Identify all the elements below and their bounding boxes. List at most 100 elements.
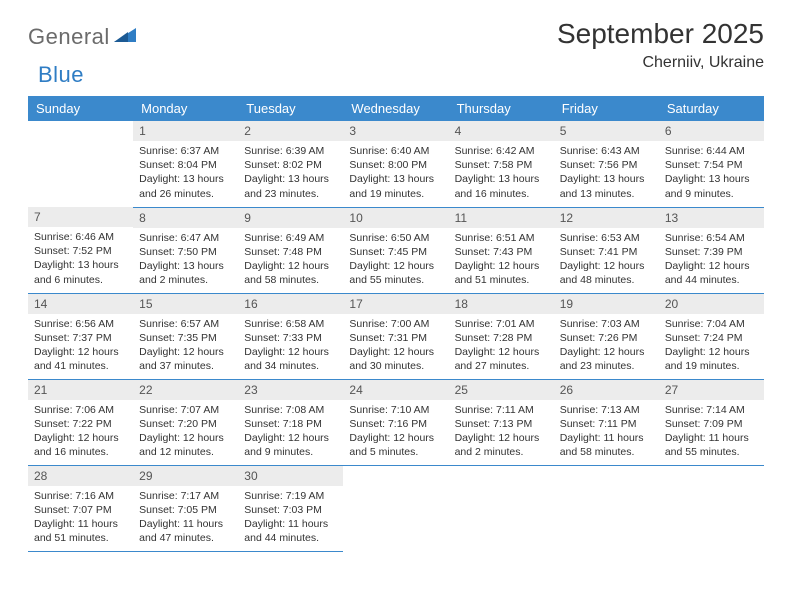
- calendar-cell: 24Sunrise: 7:10 AMSunset: 7:16 PMDayligh…: [343, 379, 448, 465]
- sunset-text: Sunset: 7:26 PM: [560, 331, 653, 345]
- calendar-cell: 25Sunrise: 7:11 AMSunset: 7:13 PMDayligh…: [449, 379, 554, 465]
- day-content: Sunrise: 7:13 AMSunset: 7:11 PMDaylight:…: [554, 400, 659, 465]
- sunset-text: Sunset: 7:24 PM: [665, 331, 758, 345]
- logo: General: [28, 18, 138, 50]
- day-number: 15: [133, 294, 238, 314]
- calendar-cell: 15Sunrise: 6:57 AMSunset: 7:35 PMDayligh…: [133, 293, 238, 379]
- sunrise-text: Sunrise: 6:39 AM: [244, 144, 337, 158]
- location-label: Cherniiv, Ukraine: [557, 54, 764, 72]
- sunrise-text: Sunrise: 7:06 AM: [34, 403, 127, 417]
- daylight-text: Daylight: 11 hours and 58 minutes.: [560, 431, 653, 459]
- daylight-text: Daylight: 12 hours and 34 minutes.: [244, 345, 337, 373]
- day-content: Sunrise: 7:00 AMSunset: 7:31 PMDaylight:…: [343, 314, 448, 379]
- sunrise-text: Sunrise: 7:17 AM: [139, 489, 232, 503]
- day-content: Sunrise: 6:37 AMSunset: 8:04 PMDaylight:…: [133, 141, 238, 206]
- sunrise-text: Sunrise: 6:44 AM: [665, 144, 758, 158]
- day-content: Sunrise: 7:04 AMSunset: 7:24 PMDaylight:…: [659, 314, 764, 379]
- sunrise-text: Sunrise: 6:43 AM: [560, 144, 653, 158]
- calendar-cell: [659, 465, 764, 551]
- calendar-cell: 6Sunrise: 6:44 AMSunset: 7:54 PMDaylight…: [659, 121, 764, 207]
- day-number: 13: [659, 208, 764, 228]
- calendar-cell: 28Sunrise: 7:16 AMSunset: 7:07 PMDayligh…: [28, 465, 133, 551]
- sunset-text: Sunset: 7:54 PM: [665, 158, 758, 172]
- sunset-text: Sunset: 7:58 PM: [455, 158, 548, 172]
- sunset-text: Sunset: 7:11 PM: [560, 417, 653, 431]
- sunrise-text: Sunrise: 7:13 AM: [560, 403, 653, 417]
- calendar-table: SundayMondayTuesdayWednesdayThursdayFrid…: [28, 96, 764, 552]
- calendar-cell: 18Sunrise: 7:01 AMSunset: 7:28 PMDayligh…: [449, 293, 554, 379]
- calendar-cell: 11Sunrise: 6:51 AMSunset: 7:43 PMDayligh…: [449, 207, 554, 293]
- sunrise-text: Sunrise: 7:16 AM: [34, 489, 127, 503]
- weekday-header: Sunday: [28, 96, 133, 121]
- sunset-text: Sunset: 7:28 PM: [455, 331, 548, 345]
- day-content: Sunrise: 7:03 AMSunset: 7:26 PMDaylight:…: [554, 314, 659, 379]
- sunrise-text: Sunrise: 7:10 AM: [349, 403, 442, 417]
- daylight-text: Daylight: 12 hours and 16 minutes.: [34, 431, 127, 459]
- calendar-week-row: 7Sunrise: 6:46 AMSunset: 7:52 PMDaylight…: [28, 207, 764, 293]
- sunset-text: Sunset: 7:52 PM: [34, 244, 127, 258]
- daylight-text: Daylight: 13 hours and 2 minutes.: [139, 259, 232, 287]
- day-number: 27: [659, 380, 764, 400]
- sunrise-text: Sunrise: 7:04 AM: [665, 317, 758, 331]
- day-content: Sunrise: 6:40 AMSunset: 8:00 PMDaylight:…: [343, 141, 448, 206]
- sunset-text: Sunset: 7:50 PM: [139, 245, 232, 259]
- day-content: Sunrise: 6:49 AMSunset: 7:48 PMDaylight:…: [238, 228, 343, 293]
- sunrise-text: Sunrise: 7:03 AM: [560, 317, 653, 331]
- daylight-text: Daylight: 13 hours and 13 minutes.: [560, 172, 653, 200]
- sunset-text: Sunset: 7:22 PM: [34, 417, 127, 431]
- sunrise-text: Sunrise: 7:08 AM: [244, 403, 337, 417]
- calendar-cell: 5Sunrise: 6:43 AMSunset: 7:56 PMDaylight…: [554, 121, 659, 207]
- sunset-text: Sunset: 7:43 PM: [455, 245, 548, 259]
- calendar-body: 1Sunrise: 6:37 AMSunset: 8:04 PMDaylight…: [28, 121, 764, 551]
- sunset-text: Sunset: 7:56 PM: [560, 158, 653, 172]
- calendar-cell: 30Sunrise: 7:19 AMSunset: 7:03 PMDayligh…: [238, 465, 343, 551]
- day-content: Sunrise: 6:53 AMSunset: 7:41 PMDaylight:…: [554, 228, 659, 293]
- daylight-text: Daylight: 11 hours and 51 minutes.: [34, 517, 127, 545]
- day-number: 20: [659, 294, 764, 314]
- daylight-text: Daylight: 11 hours and 47 minutes.: [139, 517, 232, 545]
- logo-triangle-icon: [114, 26, 136, 49]
- sunset-text: Sunset: 7:45 PM: [349, 245, 442, 259]
- daylight-text: Daylight: 13 hours and 16 minutes.: [455, 172, 548, 200]
- sunset-text: Sunset: 7:41 PM: [560, 245, 653, 259]
- weekday-header: Wednesday: [343, 96, 448, 121]
- calendar-cell: 4Sunrise: 6:42 AMSunset: 7:58 PMDaylight…: [449, 121, 554, 207]
- sunrise-text: Sunrise: 7:14 AM: [665, 403, 758, 417]
- sunrise-text: Sunrise: 6:42 AM: [455, 144, 548, 158]
- calendar-cell: 3Sunrise: 6:40 AMSunset: 8:00 PMDaylight…: [343, 121, 448, 207]
- daylight-text: Daylight: 12 hours and 12 minutes.: [139, 431, 232, 459]
- calendar-head: SundayMondayTuesdayWednesdayThursdayFrid…: [28, 96, 764, 121]
- day-number: 23: [238, 380, 343, 400]
- day-content: Sunrise: 6:57 AMSunset: 7:35 PMDaylight:…: [133, 314, 238, 379]
- day-content: Sunrise: 6:46 AMSunset: 7:52 PMDaylight:…: [28, 227, 133, 292]
- calendar-cell: 2Sunrise: 6:39 AMSunset: 8:02 PMDaylight…: [238, 121, 343, 207]
- calendar-week-row: 14Sunrise: 6:56 AMSunset: 7:37 PMDayligh…: [28, 293, 764, 379]
- sunrise-text: Sunrise: 7:07 AM: [139, 403, 232, 417]
- weekday-header: Tuesday: [238, 96, 343, 121]
- day-content: Sunrise: 6:51 AMSunset: 7:43 PMDaylight:…: [449, 228, 554, 293]
- sunset-text: Sunset: 7:39 PM: [665, 245, 758, 259]
- daylight-text: Daylight: 12 hours and 51 minutes.: [455, 259, 548, 287]
- day-content: Sunrise: 7:14 AMSunset: 7:09 PMDaylight:…: [659, 400, 764, 465]
- day-content: Sunrise: 6:42 AMSunset: 7:58 PMDaylight:…: [449, 141, 554, 206]
- daylight-text: Daylight: 12 hours and 2 minutes.: [455, 431, 548, 459]
- sunrise-text: Sunrise: 6:54 AM: [665, 231, 758, 245]
- daylight-text: Daylight: 12 hours and 37 minutes.: [139, 345, 232, 373]
- sunrise-text: Sunrise: 6:57 AM: [139, 317, 232, 331]
- calendar-cell: [28, 121, 133, 207]
- day-number: 2: [238, 121, 343, 141]
- sunrise-text: Sunrise: 6:37 AM: [139, 144, 232, 158]
- calendar-cell: 27Sunrise: 7:14 AMSunset: 7:09 PMDayligh…: [659, 379, 764, 465]
- day-number: 29: [133, 466, 238, 486]
- day-number: 26: [554, 380, 659, 400]
- daylight-text: Daylight: 12 hours and 30 minutes.: [349, 345, 442, 373]
- daylight-text: Daylight: 13 hours and 19 minutes.: [349, 172, 442, 200]
- day-number: 24: [343, 380, 448, 400]
- day-number: 11: [449, 208, 554, 228]
- sunset-text: Sunset: 7:18 PM: [244, 417, 337, 431]
- day-content: Sunrise: 7:06 AMSunset: 7:22 PMDaylight:…: [28, 400, 133, 465]
- day-content: Sunrise: 6:50 AMSunset: 7:45 PMDaylight:…: [343, 228, 448, 293]
- sunrise-text: Sunrise: 6:50 AM: [349, 231, 442, 245]
- day-number: 19: [554, 294, 659, 314]
- calendar-cell: 8Sunrise: 6:47 AMSunset: 7:50 PMDaylight…: [133, 207, 238, 293]
